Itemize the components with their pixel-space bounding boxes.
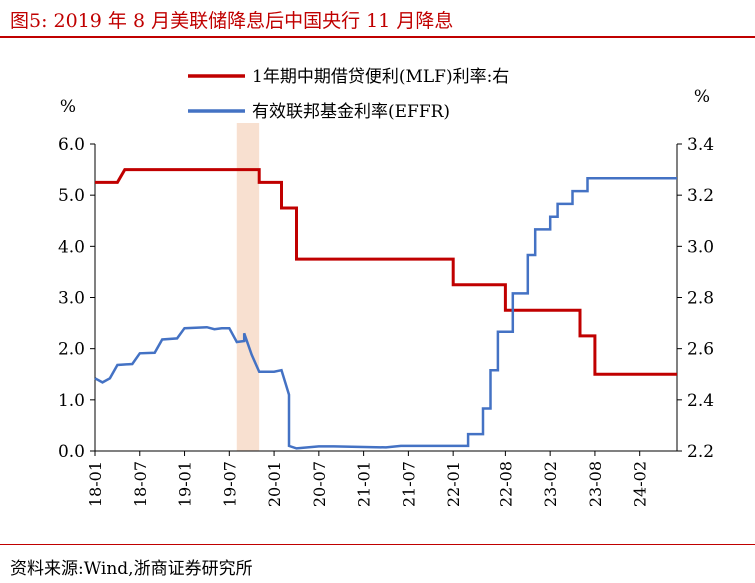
source-divider: [0, 544, 755, 545]
y-left-tick-label: 3.0: [58, 289, 85, 309]
y-right-tick-label: 2.8: [687, 289, 714, 309]
x-tick-label: 19-07: [220, 461, 239, 507]
line-chart: 6.0 5.0 4.0 3.0 2.0 1.0 0.0 3.4 3.2 3.0 2.8 2.6 2.4 2…: [58, 67, 714, 507]
y-right-tick-label: 2.2: [687, 442, 714, 462]
y-left-tick-label: 1.0: [58, 391, 85, 411]
figure-title: 图5: 2019 年 8 月美联储降息后中国央行 11 月降息: [10, 10, 454, 32]
series-line-mlf: [95, 168, 677, 376]
series-layer: [94, 168, 677, 450]
y-right-tick-label: 2.4: [687, 391, 714, 411]
legend-label-mlf: 1年期中期借贷便利(MLF)利率:右: [252, 67, 509, 87]
x-tick-label: 18-01: [86, 461, 105, 507]
x-tick-label: 19-01: [176, 461, 195, 507]
y-left-tick-label: 4.0: [58, 237, 85, 257]
x-tick-label: 21-07: [399, 461, 418, 507]
x-tick-label: 18-07: [131, 461, 150, 507]
series-line-effr: [94, 177, 677, 450]
y-left-unit: %: [60, 97, 76, 117]
x-tick-label: 20-01: [265, 461, 284, 507]
x-tick-label: 21-01: [355, 461, 374, 507]
source-note: 资料来源:Wind,浙商证券研究所: [10, 559, 253, 579]
y-left-tick-label: 6.0: [58, 135, 85, 155]
title-divider: [0, 36, 755, 38]
y-left-tick-label: 2.0: [58, 340, 85, 360]
highlight-band: [236, 123, 260, 451]
y-right-tick-label: 3.2: [687, 186, 714, 206]
y-right-tick-label: 3.0: [687, 237, 714, 257]
y-right-unit: %: [694, 87, 710, 107]
y-left-tick-label: 5.0: [58, 186, 85, 206]
x-tick-label: 23-08: [586, 461, 605, 507]
x-tick-label: 20-07: [310, 461, 329, 507]
x-tick-label: 22-08: [496, 461, 515, 507]
x-tick-label: 24-02: [631, 461, 650, 507]
y-right-tick-label: 3.4: [687, 135, 714, 155]
highlight-band-layer: [236, 123, 260, 451]
y-left-tick-label: 0.0: [58, 442, 85, 462]
legend-label-effr: 有效联邦基金利率(EFFR): [252, 102, 450, 122]
y-right-tick-label: 2.6: [687, 340, 714, 360]
x-tick-label: 22-01: [444, 461, 463, 507]
axes-layer: 6.0 5.0 4.0 3.0 2.0 1.0 0.0 3.4 3.2 3.0 2.8 2.6 2.4 2…: [58, 87, 714, 507]
x-tick-label: 23-02: [541, 461, 560, 507]
